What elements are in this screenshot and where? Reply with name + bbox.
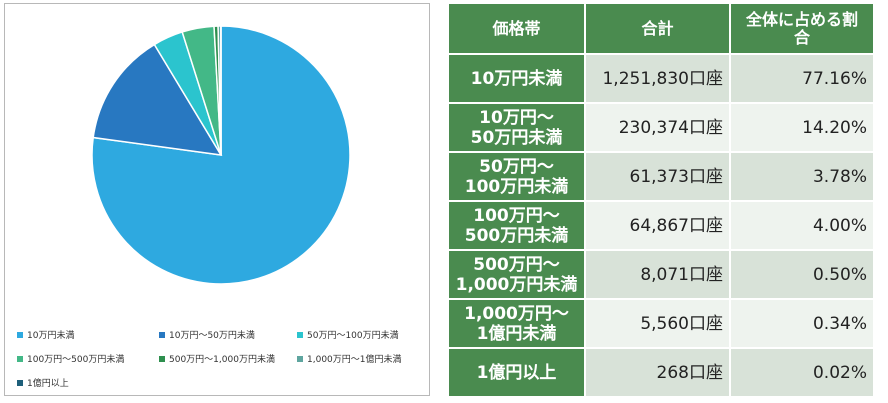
row-share: 3.78% [731,153,873,200]
row-label: 10万円～ 50万円未満 [449,104,584,151]
table-row: 50万円～ 100万円未満 61,373口座 3.78% [449,153,873,200]
row-total: 1,251,830口座 [586,55,729,102]
row-label: 1億円以上 [449,349,584,396]
row-total: 268口座 [586,349,729,396]
legend-label: 1億円以上 [27,379,69,389]
row-label: 500万円～ 1,000万円未満 [449,251,584,298]
row-label: 1,000万円～ 1億円未満 [449,300,584,347]
row-total: 5,560口座 [586,300,729,347]
legend-swatch [297,355,303,362]
row-share: 77.16% [731,55,873,102]
header-total: 合計 [586,4,729,53]
row-share: 0.50% [731,251,873,298]
legend-label: 1,000万円～1億円未満 [307,355,402,365]
table-header-row: 価格帯 合計 全体に占める割 合 [449,4,873,53]
legend-item: 1億円以上 [17,376,69,389]
table-row: 10万円未満 1,251,830口座 77.16% [449,55,873,102]
legend-label: 50万円～100万円未満 [307,331,399,341]
legend-swatch [159,355,165,362]
legend-label: 500万円～1,000万円未満 [169,355,275,365]
pie-chart-panel: 10万円未満 10万円～50万円未満 50万円～100万円未満 100万円～500万円… [4,3,430,396]
legend-label: 100万円～500万円未満 [27,355,125,365]
table-row: 1億円以上 268口座 0.02% [449,349,873,396]
row-share: 0.34% [731,300,873,347]
legend-swatch [297,331,303,338]
row-total: 64,867口座 [586,202,729,249]
row-total: 230,374口座 [586,104,729,151]
row-label: 10万円未満 [449,55,584,102]
table-row: 500万円～ 1,000万円未満 8,071口座 0.50% [449,251,873,298]
row-share: 0.02% [731,349,873,396]
pie-slice-1 [91,25,351,285]
header-share: 全体に占める割 合 [731,4,873,53]
legend-item: 1,000万円～1億円未満 [297,352,402,365]
row-total: 61,373口座 [586,153,729,200]
header-price-range: 価格帯 [449,4,584,53]
legend-item: 50万円～100万円未満 [297,328,399,341]
row-label: 50万円～ 100万円未満 [449,153,584,200]
row-total: 8,071口座 [586,251,729,298]
legend-swatch [17,331,23,338]
row-share: 14.20% [731,104,873,151]
legend-item: 10万円未満 [17,328,74,341]
legend-swatch [17,355,23,362]
table-row: 10万円～ 50万円未満 230,374口座 14.20% [449,104,873,151]
price-range-table: 価格帯 合計 全体に占める割 合 10万円未満 1,251,830口座 77.1… [447,2,875,398]
legend-item: 100万円～500万円未満 [17,352,124,365]
legend-label: 10万円未満 [27,331,75,341]
table-row: 100万円～ 500万円未満 64,867口座 4.00% [449,202,873,249]
pie-chart [91,25,351,285]
pie-slice-2 [92,43,223,156]
legend-item: 500万円～1,000万円未満 [159,352,275,365]
row-share: 4.00% [731,202,873,249]
legend-item: 10万円～50万円未満 [159,328,255,341]
legend-swatch [17,379,23,386]
legend-label: 10万円～50万円未満 [169,331,255,341]
legend-swatch [159,331,165,338]
table-row: 1,000万円～ 1億円未満 5,560口座 0.34% [449,300,873,347]
row-label: 100万円～ 500万円未満 [449,202,584,249]
